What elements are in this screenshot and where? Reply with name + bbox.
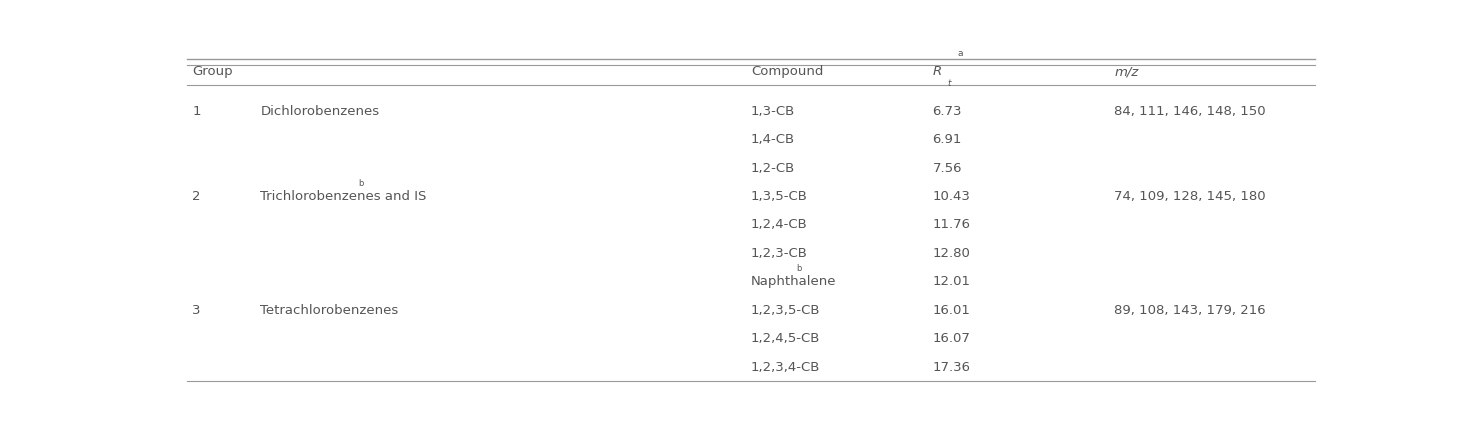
Text: t: t: [948, 79, 951, 88]
Text: 10.43: 10.43: [933, 190, 970, 203]
Text: 16.07: 16.07: [933, 332, 970, 345]
Text: 1: 1: [192, 105, 201, 118]
Text: 17.36: 17.36: [933, 361, 970, 374]
Text: Compound: Compound: [750, 65, 823, 78]
Text: 6.91: 6.91: [933, 133, 963, 146]
Text: 11.76: 11.76: [933, 219, 970, 232]
Text: 2: 2: [192, 190, 201, 203]
Text: 1,2,3,5-CB: 1,2,3,5-CB: [750, 304, 820, 317]
Text: 1,2,3,4-CB: 1,2,3,4-CB: [750, 361, 820, 374]
Text: 74, 109, 128, 145, 180: 74, 109, 128, 145, 180: [1113, 190, 1266, 203]
Text: Group: Group: [192, 65, 233, 78]
Text: b: b: [359, 179, 365, 187]
Text: Trichlorobenzenes and IS: Trichlorobenzenes and IS: [261, 190, 426, 203]
Text: 6.73: 6.73: [933, 105, 963, 118]
Text: 1,3,5-CB: 1,3,5-CB: [750, 190, 807, 203]
Text: 1,2,3-CB: 1,2,3-CB: [750, 247, 807, 260]
Text: Dichlorobenzenes: Dichlorobenzenes: [261, 105, 379, 118]
Text: 84, 111, 146, 148, 150: 84, 111, 146, 148, 150: [1113, 105, 1266, 118]
Text: 1,2,4,5-CB: 1,2,4,5-CB: [750, 332, 820, 345]
Text: 89, 108, 143, 179, 216: 89, 108, 143, 179, 216: [1113, 304, 1266, 317]
Text: R: R: [933, 65, 942, 78]
Text: 16.01: 16.01: [933, 304, 970, 317]
Text: 12.80: 12.80: [933, 247, 970, 260]
Text: 12.01: 12.01: [933, 275, 970, 288]
Text: Tetrachlorobenzenes: Tetrachlorobenzenes: [261, 304, 398, 317]
Text: m/z: m/z: [1113, 65, 1138, 78]
Text: 1,3-CB: 1,3-CB: [750, 105, 795, 118]
Text: a: a: [958, 49, 963, 58]
Text: 1,2,4-CB: 1,2,4-CB: [750, 219, 807, 232]
Text: b: b: [795, 264, 801, 273]
Text: 3: 3: [192, 304, 201, 317]
Text: Naphthalene: Naphthalene: [750, 275, 837, 288]
Text: 1,4-CB: 1,4-CB: [750, 133, 795, 146]
Text: 7.56: 7.56: [933, 162, 963, 174]
Text: 1,2-CB: 1,2-CB: [750, 162, 795, 174]
